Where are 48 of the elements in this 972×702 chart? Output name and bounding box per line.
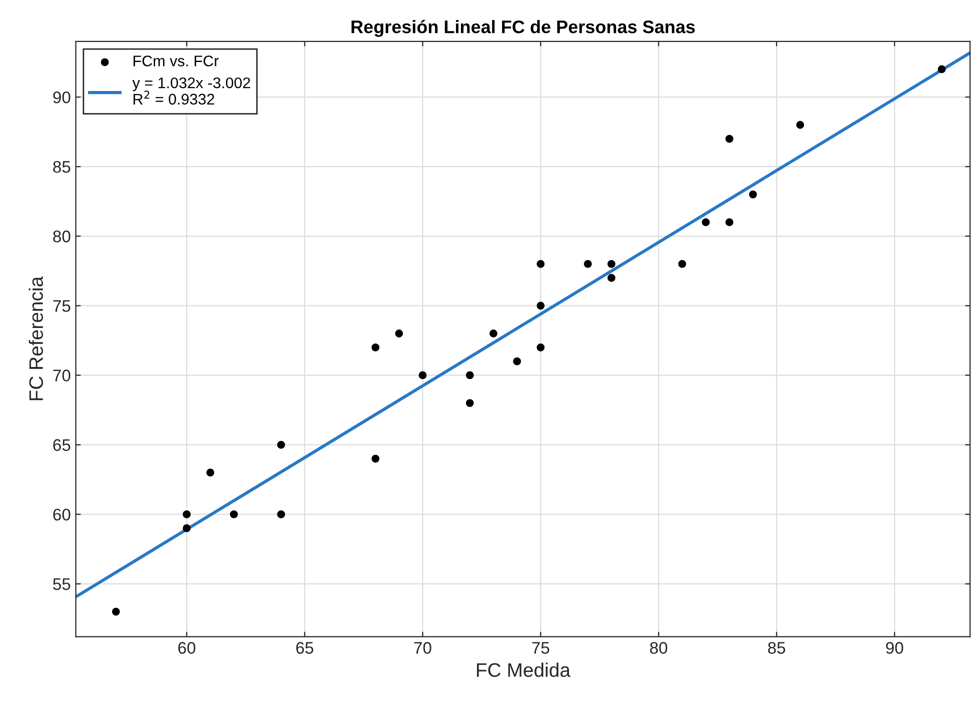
point — [112, 608, 120, 616]
point — [678, 260, 686, 268]
point — [584, 260, 592, 268]
point — [277, 440, 286, 449]
point — [372, 454, 380, 463]
x-tick-label: 90 — [886, 642, 904, 654]
point — [418, 371, 427, 380]
point — [206, 468, 214, 477]
point — [395, 330, 404, 338]
x-tick-label: 60 — [178, 642, 196, 654]
y-tick-label: 90 — [53, 91, 70, 104]
point — [725, 134, 734, 143]
y-axis-title: FC Referencia — [28, 276, 44, 400]
y-tick-label: 55 — [53, 578, 70, 590]
y-tick-label: 70 — [53, 370, 70, 382]
point — [489, 330, 498, 338]
x-tick-label: 65 — [296, 642, 314, 654]
y-tick-label: 60 — [53, 508, 70, 521]
x-tick-label: 85 — [768, 642, 786, 654]
point — [536, 343, 545, 352]
point — [466, 399, 474, 407]
y-tick-label: 65 — [53, 439, 70, 451]
y-tick-label: 85 — [53, 161, 70, 173]
point — [607, 260, 616, 268]
point — [372, 343, 380, 352]
point — [182, 524, 191, 532]
legend-label: y = 1.032x -3.002 R$^{2}$ = 0.9332 — [132, 77, 250, 105]
point — [182, 510, 191, 518]
x-tick-label: 80 — [650, 642, 668, 654]
point — [796, 120, 804, 129]
point — [277, 510, 286, 518]
y-tick-label: 75 — [53, 300, 70, 312]
point — [536, 302, 545, 310]
point — [607, 274, 616, 282]
x-axis-title: FC Medida — [476, 662, 570, 677]
point — [536, 260, 545, 268]
point — [513, 357, 521, 366]
point — [230, 510, 238, 518]
point — [702, 218, 710, 226]
x-tick-label: 75 — [532, 642, 550, 654]
point — [749, 190, 757, 198]
chart-title: Regresión Lineal FC de Personas Sanas — [352, 20, 695, 37]
point — [725, 218, 734, 226]
point — [938, 65, 946, 74]
legend-label: FCm vs. FCr — [134, 56, 219, 66]
point — [466, 371, 474, 380]
y-tick-label: 80 — [53, 230, 70, 242]
x-tick-label: 70 — [414, 642, 432, 654]
